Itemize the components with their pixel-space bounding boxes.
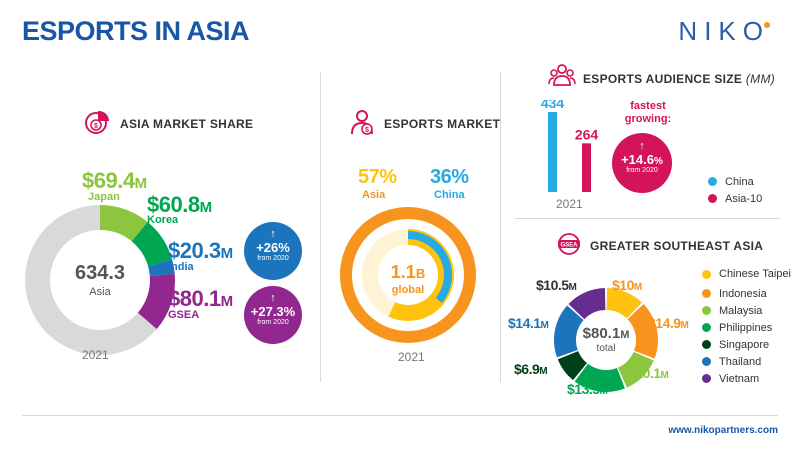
gsea-legend: Chinese Taipei Indonesia Malaysia Philip… (702, 268, 794, 387)
footer-url[interactable]: www.nikopartners.com (668, 425, 778, 436)
divider-left (320, 72, 321, 382)
gsea-donut (554, 288, 658, 392)
ring-china (408, 231, 452, 304)
legend-item-indonesia: Indonesia (702, 285, 794, 302)
market-share-year: 2021 (82, 348, 109, 362)
china-share-value: 36% (430, 166, 469, 188)
slice-singapore (557, 351, 587, 381)
person-money-icon: $ (348, 108, 376, 136)
asia-total-value: 634.3 (74, 262, 126, 284)
gsea-value: $80.1M (168, 286, 233, 311)
esports-market-rings (339, 207, 476, 343)
gsea-total-value: $80.1M (582, 325, 630, 342)
slice-gsea (137, 274, 175, 330)
india-growth-badge: ↑ +26% from 2020 (244, 222, 302, 280)
bar-label-asia-10: 264 (575, 126, 599, 142)
up-arrow-icon: ↑ (639, 140, 645, 152)
audience-growth-label: from 2020 (626, 167, 658, 174)
indonesia-value: $14.9M (648, 315, 689, 331)
bar-china (548, 112, 557, 192)
india-growth-label: from 2020 (257, 255, 289, 262)
slice-japan (100, 205, 148, 242)
legend-item-thailand: Thailand (702, 353, 794, 370)
gsea-total-label: total (596, 343, 616, 354)
svg-text:$: $ (365, 127, 369, 134)
chinese-taipei-value: $10M (612, 277, 642, 293)
korea-label: Korea (147, 214, 179, 226)
gsea-growth-value: +27.3% (250, 304, 296, 319)
legend-item-singapore: Singapore (702, 336, 794, 353)
audience-icon (548, 62, 576, 90)
bar-label-china: 434 (541, 100, 565, 111)
gsea-growth-label: from 2020 (257, 319, 289, 326)
slice-thailand (554, 305, 584, 358)
legend-item-asia10: Asia-10 (708, 190, 762, 207)
legend-item-china: China (708, 173, 762, 190)
legend-item-chinese-taipei: Chinese Taipei (702, 268, 794, 281)
korea-value: $60.8M (147, 192, 212, 217)
legend-item-philippines: Philippines (702, 319, 794, 336)
philippines-value: $13.5M (567, 381, 608, 397)
slice-korea (131, 222, 173, 267)
slice-philippines (574, 363, 625, 392)
divider-right (500, 72, 501, 382)
singapore-value: $6.9M (514, 361, 548, 377)
slice-indonesia (627, 303, 658, 359)
slice-malaysia (618, 351, 654, 388)
global-market-value: 1.1B (390, 262, 426, 282)
asia-total-label: Asia (89, 286, 111, 298)
esports-market-year: 2021 (398, 350, 425, 364)
global-market-label: global (391, 284, 425, 296)
thailand-value: $14.1M (508, 315, 549, 331)
svg-text:GSEA: GSEA (560, 243, 578, 249)
up-arrow-icon: ↑ (270, 292, 276, 304)
audience-growth-value: +14.6% (621, 152, 663, 167)
asia-share-label: Asia (362, 189, 386, 201)
logo-dot (764, 22, 770, 28)
slice-india (148, 259, 175, 277)
audience-year: 2021 (556, 197, 583, 211)
china-share-label: China (434, 189, 465, 201)
divider-audience-gsea (515, 218, 780, 219)
india-label: India (168, 261, 194, 273)
asia-market-share-donut (25, 205, 175, 355)
legend-item-vietnam: Vietnam (702, 370, 794, 387)
audience-title: ESPORTS AUDIENCE SIZE (MM) (583, 72, 776, 86)
pie-money-icon: $ (84, 108, 112, 136)
vietnam-value: $10.5M (536, 277, 577, 293)
market-share-title: ASIA MARKET SHARE (120, 117, 254, 131)
audience-legend: China Asia-10 (708, 173, 762, 207)
svg-text:$: $ (94, 123, 98, 130)
audience-growth-badge: ↑ +14.6% from 2020 (612, 133, 672, 193)
slice-vietnam (568, 288, 606, 320)
gsea-label: GSEA (168, 309, 200, 321)
audience-bar-chart: 434 264 (541, 100, 599, 192)
japan-label: Japan (88, 191, 120, 203)
up-arrow-icon: ↑ (270, 228, 276, 240)
malaysia-value: $10.1M (628, 365, 669, 381)
asia-share-value: 57% (358, 166, 397, 188)
gsea-title: GREATER SOUTHEAST ASIA (590, 239, 764, 253)
india-value: $20.3M (168, 238, 233, 263)
india-growth-value: +26% (256, 240, 290, 255)
esports-market-title: ESPORTS MARKET (384, 117, 501, 131)
gsea-icon: GSEA (556, 232, 582, 256)
slice-chinese-taipei (606, 288, 643, 319)
legend-item-malaysia: Malaysia (702, 302, 794, 319)
fastest-growing-label: fastest growing: (624, 100, 672, 125)
slice-rest-of-asia (25, 205, 157, 355)
page-title: ESPORTS IN ASIA (22, 16, 250, 46)
bar-asia-10 (582, 143, 591, 192)
japan-value: $69.4M (82, 168, 147, 193)
niko-logo[interactable]: NIKO (678, 16, 770, 46)
gsea-growth-badge: ↑ +27.3% from 2020 (244, 286, 302, 344)
footer-divider (22, 415, 778, 416)
